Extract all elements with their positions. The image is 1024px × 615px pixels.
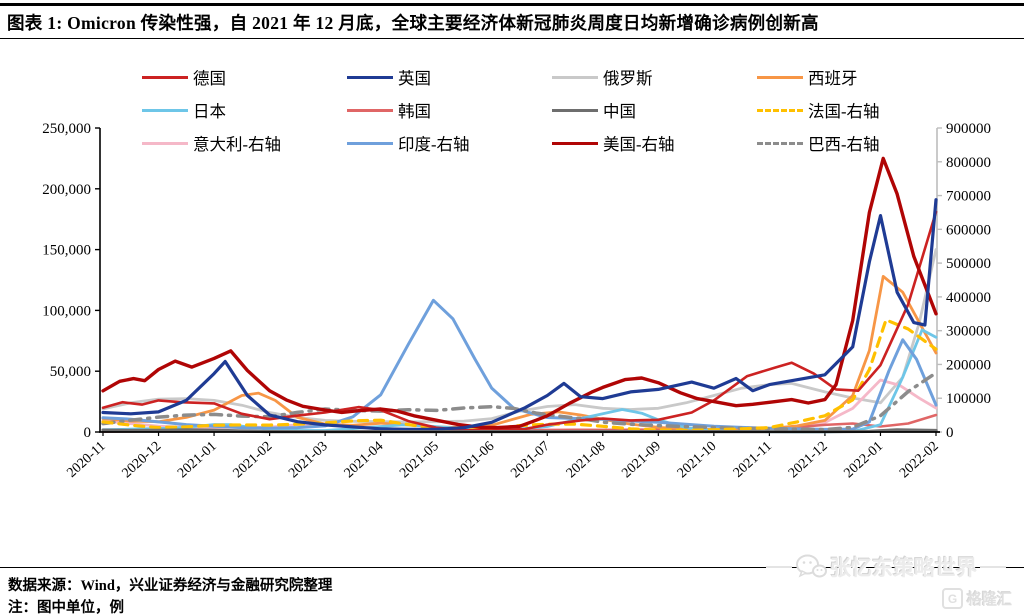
- x-axis-tick-label: 2021-02: [231, 439, 276, 481]
- legend-item-spain: 西班牙: [757, 66, 962, 88]
- x-axis-tick-label: 2021-03: [286, 439, 331, 481]
- legend-label-russia: 俄罗斯: [603, 69, 653, 88]
- x-axis-tick-label: 2021-10: [675, 439, 720, 481]
- watermark-line-right: [980, 566, 1006, 568]
- watermark-text: 张忆东策略世界: [830, 556, 977, 580]
- right-axis-tick-label: 600000: [946, 222, 991, 238]
- legend-swatch-korea: [347, 108, 393, 112]
- legend-item-japan: 日本: [142, 99, 347, 121]
- legend-item-italy: 意大利-右轴: [142, 132, 347, 154]
- legend-label-uk: 英国: [398, 69, 431, 88]
- series-line-germany: [101, 210, 938, 432]
- series-line-brazil: [101, 371, 938, 432]
- x-axis-tick-label: 2021-09: [619, 439, 664, 481]
- left-axis-tick-label: 250,000: [42, 121, 91, 137]
- right-axis-tick-label: 400000: [946, 290, 991, 306]
- legend-item-korea: 韩国: [347, 99, 552, 121]
- legend-swatch-uk: [347, 75, 393, 79]
- x-axis-tick-label: 2021-06: [453, 439, 498, 481]
- x-axis-tick-label: 2021-01: [175, 439, 220, 481]
- legend-label-germany: 德国: [193, 69, 226, 88]
- legend-item-uk: 英国: [347, 66, 552, 88]
- series-line-uk: [101, 198, 938, 431]
- watermark-logo-text: 格隆汇: [966, 592, 1012, 608]
- right-axis-tick-label: 300000: [946, 324, 991, 340]
- legend-label-korea: 韩国: [398, 102, 431, 121]
- legend-swatch-france: [757, 108, 803, 112]
- left-axis-tick-label: 150,000: [42, 243, 91, 259]
- x-axis-tick-label: 2021-12: [786, 439, 831, 481]
- x-axis-tick-label: 2021-08: [564, 439, 609, 481]
- chart-legend: 德国 英国 俄罗斯 西班牙日本 韩国 中国 法国-右轴意大利-右轴 印度-右轴 美国-右轴 巴西-…: [142, 66, 982, 154]
- source-note: 数据来源：Wind，兴业证券经济与金融研究院整理: [8, 578, 333, 594]
- left-axis-tick-label: 100,000: [42, 303, 91, 319]
- right-axis-tick-label: 700000: [946, 189, 991, 205]
- wechat-icon: [796, 554, 827, 578]
- legend-item-brazil: 巴西-右轴: [757, 132, 962, 154]
- legend-item-us: 美国-右轴: [552, 132, 757, 154]
- left-axis-tick-label: 200,000: [42, 182, 91, 198]
- legend-label-spain: 西班牙: [808, 69, 858, 88]
- x-axis-tick-label: 2021-11: [731, 439, 775, 481]
- legend-swatch-germany: [142, 75, 188, 79]
- right-axis-tick-label: 800000: [946, 155, 991, 171]
- legend-item-france: 法国-右轴: [757, 99, 962, 121]
- x-axis-tick-label: 2022-02: [897, 439, 942, 481]
- x-axis-tick-label: 2021-04: [342, 439, 387, 481]
- series-line-us: [101, 156, 938, 430]
- figure-title: 图表 1: Omicron 传染性强，自 2021 年 12 月底，全球主要经济…: [7, 12, 819, 33]
- legend-swatch-china: [552, 108, 598, 112]
- series-line-france: [101, 318, 938, 433]
- unit-note: 注：图中单位，例: [8, 600, 124, 615]
- x-axis-tick-label: 2021-07: [508, 439, 553, 481]
- right-axis-tick-label: 500000: [946, 256, 991, 272]
- left-axis-tick-label: 0: [84, 425, 92, 441]
- watermark-line-left: [766, 566, 792, 568]
- x-axis-tick-label: 2022-01: [841, 439, 886, 481]
- legend-swatch-india: [347, 141, 393, 145]
- figure-title-bar: 图表 1: Omicron 传染性强，自 2021 年 12 月底，全球主要经济…: [0, 3, 1024, 39]
- legend-label-france: 法国-右轴: [808, 102, 880, 121]
- watermark-logo: G 格隆汇: [748, 588, 1024, 609]
- legend-swatch-spain: [757, 75, 803, 79]
- x-axis-tick-label: 2021-05: [397, 439, 442, 481]
- right-axis-tick-label: 100000: [946, 391, 991, 407]
- x-axis-tick-label: 2020-12: [119, 439, 164, 481]
- legend-swatch-us: [552, 141, 598, 145]
- legend-swatch-japan: [142, 108, 188, 112]
- x-axis-tick-label: 2020-11: [64, 439, 108, 481]
- legend-item-india: 印度-右轴: [347, 132, 552, 154]
- legend-swatch-brazil: [757, 141, 803, 145]
- legend-label-us: 美国-右轴: [603, 135, 675, 154]
- gelonghui-logo-icon: G: [941, 588, 963, 609]
- legend-label-brazil: 巴西-右轴: [808, 135, 880, 154]
- chart-svg: 0 50,000 100,000 150,000 200,000 250,000 0 1000…: [42, 121, 991, 481]
- legend-label-china: 中国: [603, 102, 636, 121]
- right-axis-tick-label: 200000: [946, 357, 991, 373]
- legend-swatch-italy: [142, 141, 188, 145]
- left-axis-tick-label: 50,000: [50, 364, 91, 380]
- footer-divider: [0, 567, 1024, 568]
- right-axis-tick-label: 0: [946, 425, 954, 441]
- legend-item-china: 中国: [552, 99, 757, 121]
- legend-swatch-russia: [552, 75, 598, 79]
- legend-item-russia: 俄罗斯: [552, 66, 757, 88]
- legend-label-india: 印度-右轴: [398, 135, 470, 154]
- legend-label-japan: 日本: [193, 102, 226, 121]
- series-line-russia: [101, 248, 938, 424]
- legend-item-germany: 德国: [142, 66, 347, 88]
- right-axis-tick-label: 900000: [946, 121, 991, 137]
- legend-label-italy: 意大利-右轴: [193, 135, 281, 154]
- watermark: 张忆东策略世界 G 格隆汇: [748, 552, 1024, 609]
- watermark-row: 张忆东策略世界: [748, 552, 1024, 582]
